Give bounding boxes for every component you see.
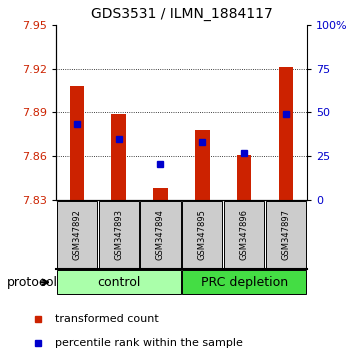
Bar [195,130,210,200]
Text: percentile rank within the sample: percentile rank within the sample [55,338,243,348]
Bar [99,201,139,268]
Text: GSM347897: GSM347897 [282,209,291,260]
Text: protocol: protocol [7,276,58,289]
Bar [57,270,180,294]
Bar [140,201,180,268]
Text: control: control [97,276,140,289]
Bar [224,201,264,268]
Text: GSM347892: GSM347892 [72,209,81,260]
Bar [111,114,126,200]
Text: GSM347895: GSM347895 [198,209,207,260]
Bar [279,67,293,200]
Bar [266,201,306,268]
Text: PRC depletion: PRC depletion [201,276,288,289]
Bar [237,155,252,200]
Bar [57,201,97,268]
Bar [182,201,222,268]
Bar [182,270,306,294]
Text: GSM347893: GSM347893 [114,209,123,260]
Bar [153,188,168,200]
Text: GSM347894: GSM347894 [156,209,165,260]
Bar [70,86,84,200]
Text: GSM347896: GSM347896 [240,209,249,260]
Title: GDS3531 / ILMN_1884117: GDS3531 / ILMN_1884117 [91,7,272,21]
Text: transformed count: transformed count [55,314,158,324]
